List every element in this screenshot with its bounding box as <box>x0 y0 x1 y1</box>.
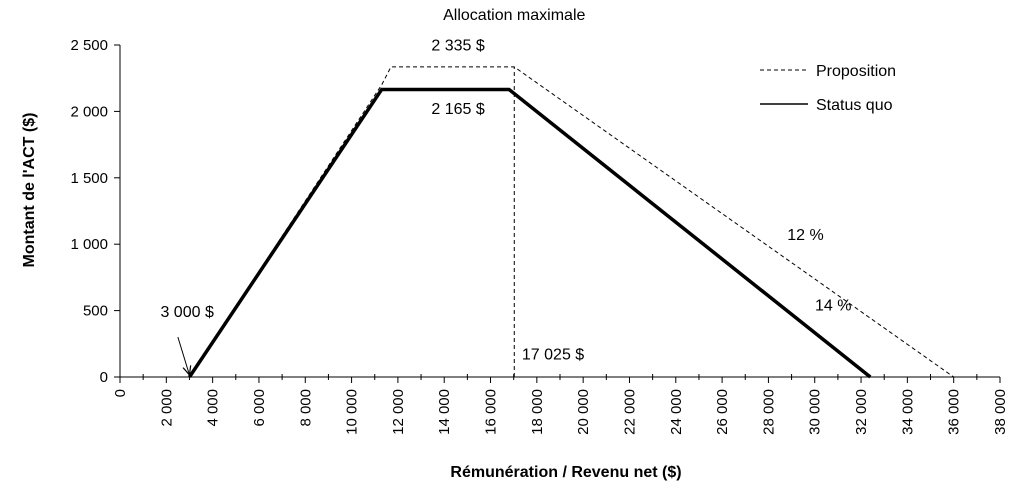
x-tick-label: 14 000 <box>436 389 453 435</box>
x-tick-label: 12 000 <box>390 389 407 435</box>
y-tick-label: 2 500 <box>70 37 108 54</box>
y-tick-label: 1 000 <box>70 236 108 253</box>
x-tick-label: 22 000 <box>621 389 638 435</box>
x-tick-label: 34 000 <box>899 389 916 435</box>
annotation: 17 025 $ <box>522 347 584 364</box>
legend: Proposition Status quo <box>760 63 896 114</box>
y-tick-label: 1 500 <box>70 170 108 187</box>
annotation: 3 000 $ <box>160 304 213 321</box>
x-tick-label: 0 <box>112 389 129 397</box>
annotation-arrow <box>177 337 190 375</box>
x-tick-label: 2 000 <box>158 389 175 427</box>
x-tick-label: 18 000 <box>529 389 546 435</box>
y-tick-label: 500 <box>83 303 108 320</box>
x-tick-label: 4 000 <box>205 389 222 427</box>
y-axis-title: Montant de l'ACT ($) <box>21 113 38 268</box>
annotation: 2 165 $ <box>431 101 484 118</box>
x-tick-label: 32 000 <box>853 389 870 435</box>
legend-label: Status quo <box>816 97 893 114</box>
x-tick-label: 6 000 <box>251 389 268 427</box>
x-tick-label: 38 000 <box>992 389 1009 435</box>
x-tick-label: 24 000 <box>668 389 685 435</box>
x-tick-label: 28 000 <box>760 389 777 435</box>
x-tick-label: 16 000 <box>483 389 500 435</box>
annotations: Allocation maximale 2 335 $ 2 165 $ 3 000 $… <box>160 7 851 375</box>
axes: 0 500 1 000 1 500 2 000 2 500 0 2 000 4 000 6 000… <box>70 37 1009 435</box>
y-tick-label: 0 <box>100 369 108 386</box>
x-tick-label: 20 000 <box>575 389 592 435</box>
annotation: 2 335 $ <box>431 37 484 54</box>
x-axis-title: Rémunération / Revenu net ($) <box>450 464 681 481</box>
legend-label: Proposition <box>816 63 896 80</box>
x-tick-label: 36 000 <box>946 389 963 435</box>
y-tick-label: 2 000 <box>70 103 108 120</box>
plot-area <box>188 66 954 379</box>
x-tick-label: 10 000 <box>344 389 361 435</box>
annotation: 12 % <box>787 227 823 244</box>
x-tick-label: 30 000 <box>807 389 824 435</box>
annotation: 14 % <box>815 298 851 315</box>
series-line-status-quo <box>188 87 872 379</box>
x-tick-label: 8 000 <box>297 389 314 427</box>
annotation: Allocation maximale <box>443 7 585 24</box>
x-tick-label: 26 000 <box>714 389 731 435</box>
